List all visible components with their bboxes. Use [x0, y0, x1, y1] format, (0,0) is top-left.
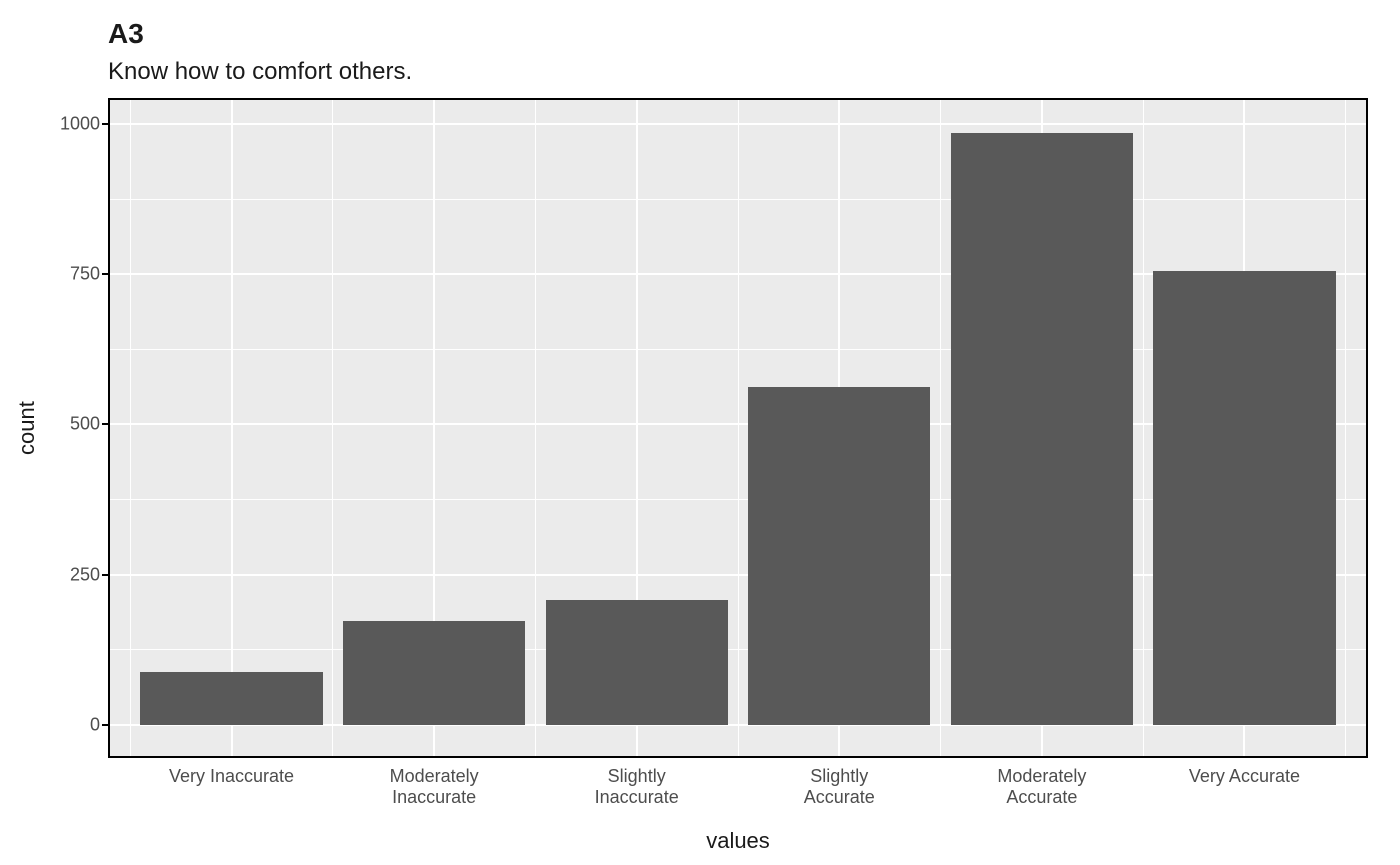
- y-axis-label: count: [14, 401, 40, 455]
- chart-subtitle: Know how to comfort others.: [108, 58, 412, 86]
- x-tick-label: ModeratelyAccurate: [941, 766, 1144, 807]
- y-tick-label: 0: [40, 714, 100, 735]
- gridline-v-minor: [1345, 100, 1346, 756]
- gridline-v-major: [231, 100, 233, 756]
- y-tick-mark: [102, 423, 108, 425]
- x-tick-label: Very Inaccurate: [130, 766, 333, 787]
- bar: [951, 133, 1133, 725]
- y-tick-mark: [102, 574, 108, 576]
- x-tick-label: Very Accurate: [1143, 766, 1346, 787]
- gridline-v-minor: [1143, 100, 1144, 756]
- gridline-v-minor: [535, 100, 536, 756]
- gridline-v-minor: [332, 100, 333, 756]
- y-tick-mark: [102, 273, 108, 275]
- y-tick-label: 500: [40, 414, 100, 435]
- gridline-v-minor: [130, 100, 131, 756]
- plot-panel: [108, 98, 1368, 758]
- bar: [546, 600, 728, 724]
- chart-title: A3: [108, 18, 144, 50]
- x-tick-label: SlightlyInaccurate: [535, 766, 738, 807]
- x-axis-label: values: [108, 828, 1368, 854]
- bar: [140, 672, 322, 725]
- y-tick-label: 1000: [40, 114, 100, 135]
- x-tick-label: ModeratelyInaccurate: [333, 766, 536, 807]
- bar-chart: A3 Know how to comfort others. count val…: [0, 0, 1400, 865]
- y-tick-mark: [102, 724, 108, 726]
- bar: [343, 621, 525, 724]
- y-tick-label: 250: [40, 564, 100, 585]
- x-tick-label: SlightlyAccurate: [738, 766, 941, 807]
- bar: [748, 387, 930, 725]
- y-tick-label: 750: [40, 264, 100, 285]
- y-tick-mark: [102, 123, 108, 125]
- gridline-v-minor: [738, 100, 739, 756]
- bar: [1153, 271, 1335, 725]
- gridline-v-minor: [940, 100, 941, 756]
